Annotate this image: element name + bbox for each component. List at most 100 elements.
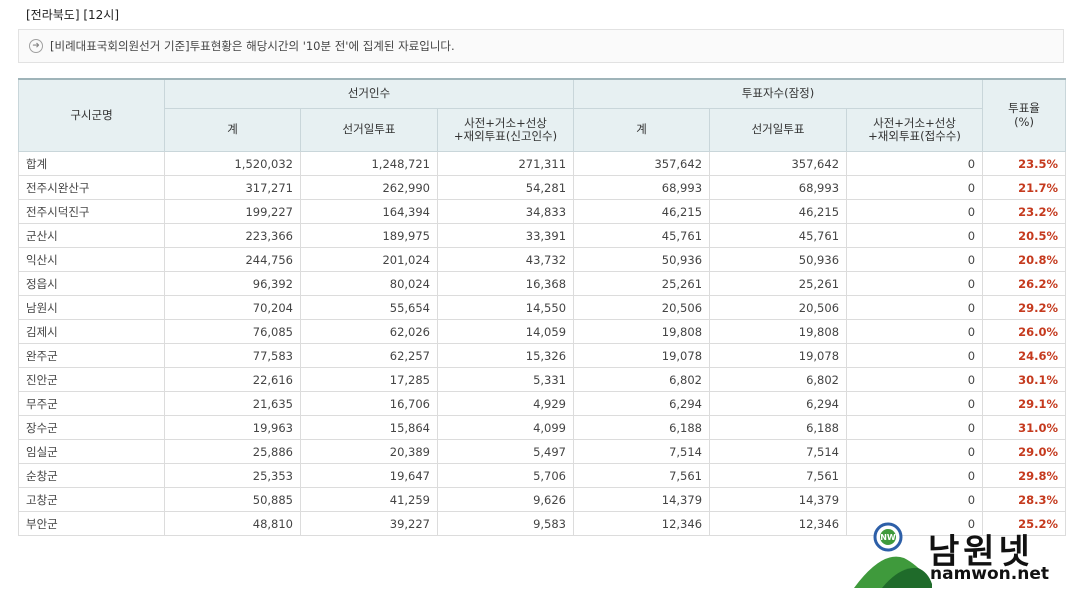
electorate-day-cell: 15,864 [300, 415, 438, 440]
region-name-cell: 순창군 [18, 463, 165, 488]
table-row: 전주시완산구 317,271 262,990 54,281 68,993 68,993 0 2… [18, 175, 1067, 200]
turnout-rate-cell: 29.8% [982, 463, 1067, 488]
turnout-total-cell: 357,642 [573, 151, 711, 176]
turnout-rate-cell: 23.5% [982, 151, 1067, 176]
electorate-extra-cell: 33,391 [436, 223, 575, 248]
region-name-cell: 익산시 [18, 247, 165, 272]
table-row: 전주시덕진구 199,227 164,394 34,833 46,215 46,215 0 2… [18, 199, 1067, 224]
turnout-extra-cell: 0 [846, 247, 984, 272]
electorate-total-cell: 1,520,032 [164, 151, 301, 176]
turnout-extra-cell: 0 [846, 271, 984, 296]
table-row: 순창군 25,353 19,647 5,706 7,561 7,561 0 29.8% [18, 463, 1067, 488]
region-name-cell: 임실군 [18, 439, 165, 464]
header-region: 구시군명 [18, 78, 165, 152]
region-name-cell: 전주시완산구 [18, 175, 165, 200]
header-turnout: 투표자수(잠정) [573, 78, 984, 109]
electorate-extra-cell: 14,550 [436, 295, 575, 320]
turnout-extra-cell: 0 [846, 463, 984, 488]
turnout-rate-cell: 30.1% [982, 367, 1067, 392]
table-row: 군산시 223,366 189,975 33,391 45,761 45,761 0 20.5… [18, 223, 1067, 248]
electorate-day-cell: 20,389 [300, 439, 438, 464]
turnout-total-cell: 6,188 [573, 415, 711, 440]
electorate-total-cell: 77,583 [164, 343, 301, 368]
turnout-rate-cell: 25.2% [982, 511, 1067, 536]
electorate-day-cell: 62,257 [300, 343, 438, 368]
electorate-day-cell: 16,706 [300, 391, 438, 416]
electorate-day-cell: 189,975 [300, 223, 438, 248]
turnout-rate-cell: 20.8% [982, 247, 1067, 272]
turnout-total-cell: 45,761 [573, 223, 711, 248]
turnout-total-cell: 6,294 [573, 391, 711, 416]
turnout-extra-cell: 0 [846, 343, 984, 368]
electorate-total-cell: 317,271 [164, 175, 301, 200]
table-row: 합계 1,520,032 1,248,721 271,311 357,642 357,64… [18, 151, 1067, 176]
turnout-day-cell: 14,379 [709, 487, 848, 512]
turnout-total-cell: 68,993 [573, 175, 711, 200]
electorate-total-cell: 244,756 [164, 247, 301, 272]
turnout-total-cell: 19,078 [573, 343, 711, 368]
turnout-extra-cell: 0 [846, 439, 984, 464]
electorate-extra-cell: 9,626 [436, 487, 575, 512]
arrow-right-icon: ➜ [29, 39, 43, 53]
turnout-rate-cell: 26.2% [982, 271, 1067, 296]
electorate-extra-cell: 5,331 [436, 367, 575, 392]
notice-box: ➜ [비례대표국회의원선거 기준]투표현황은 해당시간의 '10분 전'에 집계… [18, 29, 1064, 63]
electorate-extra-cell: 4,099 [436, 415, 575, 440]
turnout-total-cell: 46,215 [573, 199, 711, 224]
electorate-total-cell: 50,885 [164, 487, 301, 512]
page-title: [전라북도] [12시] [26, 8, 120, 22]
electorate-total-cell: 22,616 [164, 367, 301, 392]
electorate-extra-cell: 43,732 [436, 247, 575, 272]
turnout-extra-cell: 0 [846, 415, 984, 440]
electorate-day-cell: 1,248,721 [300, 151, 438, 176]
notice-text: [비례대표국회의원선거 기준]투표현황은 해당시간의 '10분 전'에 집계된 … [50, 39, 455, 53]
electorate-extra-cell: 16,368 [436, 271, 575, 296]
electorate-extra-cell: 54,281 [436, 175, 575, 200]
turnout-extra-cell: 0 [846, 511, 984, 536]
electorate-extra-cell: 5,497 [436, 439, 575, 464]
electorate-extra-cell: 4,929 [436, 391, 575, 416]
turnout-rate-cell: 28.3% [982, 487, 1067, 512]
header-turnout-day: 선거일투표 [709, 108, 848, 152]
turnout-day-cell: 12,346 [709, 511, 848, 536]
region-name-cell: 장수군 [18, 415, 165, 440]
turnout-rate-cell: 29.0% [982, 439, 1067, 464]
electorate-total-cell: 25,353 [164, 463, 301, 488]
turnout-extra-cell: 0 [846, 223, 984, 248]
table-row: 남원시 70,204 55,654 14,550 20,506 20,506 0 29.2% [18, 295, 1067, 320]
turnout-day-cell: 20,506 [709, 295, 848, 320]
turnout-total-cell: 7,514 [573, 439, 711, 464]
region-name-cell: 고창군 [18, 487, 165, 512]
electorate-total-cell: 76,085 [164, 319, 301, 344]
turnout-extra-cell: 0 [846, 367, 984, 392]
table-row: 김제시 76,085 62,026 14,059 19,808 19,808 0 26.0% [18, 319, 1067, 344]
table-row: 진안군 22,616 17,285 5,331 6,802 6,802 0 30.1% [18, 367, 1067, 392]
turnout-extra-cell: 0 [846, 295, 984, 320]
turnout-day-cell: 45,761 [709, 223, 848, 248]
turnout-day-cell: 7,514 [709, 439, 848, 464]
region-name-cell: 합계 [18, 151, 165, 176]
region-name-cell: 진안군 [18, 367, 165, 392]
turnout-day-cell: 68,993 [709, 175, 848, 200]
region-name-cell: 김제시 [18, 319, 165, 344]
electorate-day-cell: 201,024 [300, 247, 438, 272]
turnout-rate-cell: 29.2% [982, 295, 1067, 320]
header-electorate-day: 선거일투표 [300, 108, 438, 152]
turnout-day-cell: 6,188 [709, 415, 848, 440]
table-row: 익산시 244,756 201,024 43,732 50,936 50,936 0 20.8… [18, 247, 1067, 272]
region-name-cell: 부안군 [18, 511, 165, 536]
turnout-extra-cell: 0 [846, 151, 984, 176]
electorate-total-cell: 21,635 [164, 391, 301, 416]
namwon-logo: NW [854, 522, 932, 588]
turnout-table: 구시군명 선거인수 투표자수(잠정) 투표율 (%) 계 선거일투표 사전+거소… [18, 78, 1067, 536]
turnout-extra-cell: 0 [846, 319, 984, 344]
electorate-day-cell: 62,026 [300, 319, 438, 344]
electorate-extra-cell: 271,311 [436, 151, 575, 176]
table-row: 부안군 48,810 39,227 9,583 12,346 12,346 0 25.2% [18, 511, 1067, 536]
turnout-day-cell: 19,078 [709, 343, 848, 368]
turnout-extra-cell: 0 [846, 199, 984, 224]
turnout-extra-cell: 0 [846, 391, 984, 416]
electorate-total-cell: 25,886 [164, 439, 301, 464]
turnout-extra-cell: 0 [846, 487, 984, 512]
turnout-rate-cell: 21.7% [982, 175, 1067, 200]
